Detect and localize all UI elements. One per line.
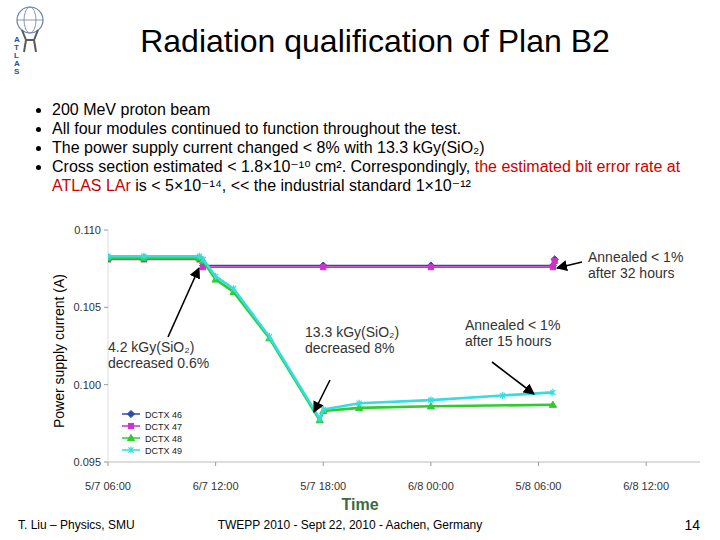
y-tick-label: 0.110 [74, 224, 101, 236]
y-tick [104, 384, 108, 385]
logo-text: ATLAS [14, 35, 20, 76]
plot-area [108, 253, 558, 423]
logo: ATLAS [14, 7, 43, 76]
legend-marker [128, 423, 133, 428]
series-point [428, 397, 433, 404]
x-tick-label: 5/7 06:00 [85, 480, 131, 492]
series-point [549, 401, 556, 407]
series-point [321, 406, 326, 413]
annotation: 4.2 kGy(SiO₂)decreased 0.6% [108, 339, 209, 371]
annotation-arrow [314, 380, 330, 412]
x-tick [430, 462, 431, 466]
series-point [427, 262, 434, 269]
series-line [108, 259, 555, 267]
bullet-text: All four modules continued to function t… [52, 120, 461, 137]
annotation-line: decreased 0.6% [108, 355, 209, 371]
bullet-text: Cross section estimated < 1.8×10⁻¹⁰ cm².… [52, 158, 475, 175]
series-point [200, 256, 205, 263]
annotation-line: Annealed < 1% [588, 249, 683, 265]
series-point [317, 415, 322, 422]
y-tick [104, 230, 108, 231]
legend-label: DCTX 48 [145, 434, 182, 444]
series-point [320, 262, 327, 269]
legend-marker [127, 410, 134, 417]
annotation-line: after 15 hours [465, 333, 551, 349]
series-line [108, 256, 553, 418]
logo-figure [22, 30, 38, 52]
slide-title: Radiation qualification of Plan B2 [140, 23, 610, 59]
legend-label: DCTX 49 [145, 446, 182, 456]
x-tick-label: 6/8 12:00 [623, 480, 669, 492]
x-tick [215, 462, 216, 466]
bullet-text: is < 5×10⁻¹⁴, << the industrial standard… [131, 177, 471, 194]
series-point [551, 256, 558, 263]
series-point [213, 273, 218, 280]
series-point [550, 389, 555, 396]
y-tick [104, 462, 108, 463]
annotation-line: after 32 hours [588, 265, 674, 281]
bullet-text: The power supply current changed < 8% wi… [52, 139, 485, 156]
annotation: Annealed < 1%after 32 hours [588, 249, 683, 281]
series-point [267, 333, 272, 340]
legend-marker [127, 434, 134, 440]
x-tick [538, 462, 539, 466]
annotation-arrow [557, 262, 582, 268]
logo-globe [17, 7, 43, 33]
bullet-text: 200 MeV proton beam [52, 101, 210, 118]
x-tick-label: 5/7 18:00 [300, 480, 346, 492]
series-point [357, 400, 362, 407]
annotation: Annealed < 1%after 15 hours [465, 317, 560, 349]
annotation-arrow [168, 268, 199, 337]
x-tick [323, 462, 324, 466]
annotation-line: 13.3 kGy(SiO₂) [305, 324, 399, 340]
bullet: 200 MeV proton beam [52, 100, 720, 119]
logo-letter: S [14, 67, 20, 76]
series-point [550, 265, 555, 270]
legend: DCTX 46 DCTX 47 DCTX 48 DCTX 49 [122, 410, 182, 456]
slide-canvas: ATLAS Radiation qualification of Plan B2 0… [0, 0, 720, 540]
y-tick-label: 0.095 [73, 456, 101, 468]
annotations: Annealed < 1%after 32 hours4.2 kGy(SiO₂)… [108, 249, 683, 412]
x-axis-label: Time [341, 496, 378, 513]
page-number: 14 [684, 517, 700, 533]
x-tick [108, 462, 109, 466]
footer-author: T. Liu – Physics, SMU [18, 518, 135, 532]
legend-label: DCTX 46 [145, 410, 182, 420]
chart: 0.095 0.100 0.105 0.110 5/7 06:00 6/7 12:00 5/… [51, 224, 700, 513]
bullet-list: 200 MeV proton beam All four modules cont… [30, 100, 720, 195]
x-tick-label: 5/8 06:00 [516, 480, 562, 492]
x-tick-label: 6/7 12:00 [193, 480, 239, 492]
series-point [141, 253, 146, 260]
legend-marker [128, 446, 133, 453]
legend-label: DCTX 47 [145, 422, 182, 432]
y-tick-label: 0.100 [73, 379, 101, 391]
bullet: The power supply current changed < 8% wi… [52, 138, 720, 157]
x-axis-line [108, 462, 700, 463]
series-point [428, 265, 433, 270]
series-point [552, 258, 557, 263]
series-point [500, 392, 505, 399]
annotation-line: Annealed < 1% [465, 317, 560, 333]
annotation-arrow [492, 362, 534, 394]
series-point [108, 253, 111, 260]
series-point [321, 265, 326, 270]
x-tick-label: 6/8 00:00 [408, 480, 454, 492]
bullet: All four modules continued to function t… [52, 119, 720, 138]
y-tick [104, 307, 108, 308]
bullet: Cross section estimated < 1.8×10⁻¹⁰ cm².… [52, 157, 720, 195]
footer-event: TWEPP 2010 - Sept 22, 2010 - Aachen, Ger… [218, 518, 483, 532]
annotation: 13.3 kGy(SiO₂)decreased 8% [305, 324, 399, 356]
annotation-line: 4.2 kGy(SiO₂) [108, 339, 194, 355]
series-point [231, 285, 236, 292]
logo-globe-line [17, 20, 43, 21]
y-axis-label: Power supply current (A) [51, 274, 67, 428]
series-point [197, 253, 202, 260]
annotation-line: decreased 8% [305, 340, 395, 356]
y-tick-label: 0.105 [73, 301, 101, 313]
x-tick [646, 462, 647, 466]
